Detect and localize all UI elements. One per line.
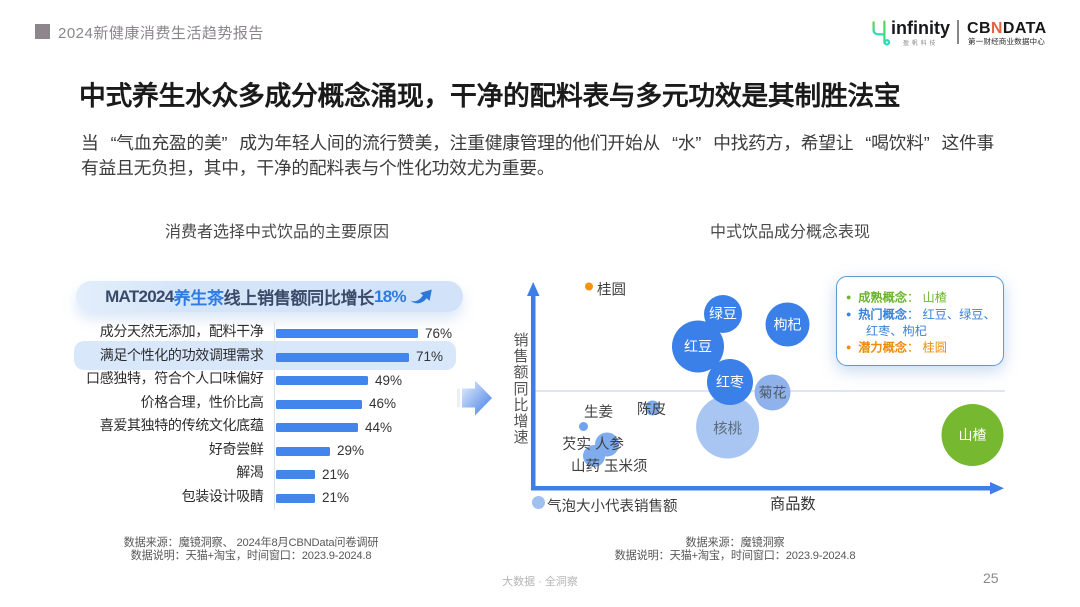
svg-text:生姜: 生姜 — [584, 404, 613, 421]
svg-text:陈皮: 陈皮 — [637, 400, 666, 418]
svg-text:枸杞: 枸杞 — [774, 317, 802, 333]
svg-text:核桃: 核桃 — [713, 421, 742, 438]
svg-text:红豆: 红豆 — [684, 339, 712, 355]
svg-text:菊花: 菊花 — [759, 385, 787, 401]
svg-text:桂圆: 桂圆 — [597, 282, 626, 299]
svg-text:山药 玉米须: 山药 玉米须 — [571, 458, 648, 475]
svg-text:芡实 人参: 芡实 人参 — [562, 436, 624, 453]
svg-text:山楂: 山楂 — [959, 427, 987, 443]
svg-text:红枣: 红枣 — [716, 374, 744, 390]
svg-text:绿豆: 绿豆 — [709, 306, 737, 322]
